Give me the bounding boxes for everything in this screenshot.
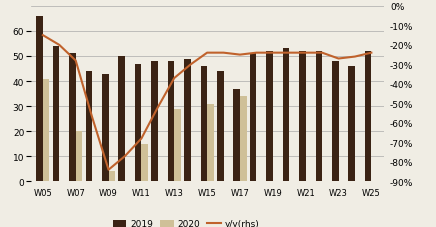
Bar bbox=[266, 52, 273, 182]
Bar bbox=[217, 72, 224, 182]
y/y(rhs) bbox=[303, 52, 308, 55]
y/y(rhs) bbox=[89, 116, 95, 119]
y/y(rhs) bbox=[57, 44, 62, 47]
Bar bbox=[69, 54, 76, 182]
Bar bbox=[174, 109, 181, 182]
Bar bbox=[365, 52, 371, 182]
Bar bbox=[119, 57, 125, 182]
Bar bbox=[207, 104, 214, 182]
y/y(rhs) bbox=[40, 35, 45, 37]
Bar bbox=[283, 49, 289, 182]
y/y(rhs) bbox=[352, 56, 358, 59]
y/y(rhs) bbox=[139, 138, 144, 140]
Bar bbox=[233, 89, 240, 182]
y/y(rhs) bbox=[369, 52, 374, 55]
y/y(rhs) bbox=[336, 58, 341, 61]
Bar bbox=[141, 144, 148, 182]
y/y(rhs) bbox=[237, 54, 242, 57]
Bar bbox=[348, 67, 355, 182]
Legend: 2019, 2020, y/y(rhs): 2019, 2020, y/y(rhs) bbox=[109, 216, 262, 227]
y/y(rhs) bbox=[123, 155, 128, 158]
Bar bbox=[240, 97, 246, 182]
Bar bbox=[168, 62, 174, 182]
Bar bbox=[299, 52, 306, 182]
Bar bbox=[151, 62, 158, 182]
y/y(rhs) bbox=[286, 52, 292, 55]
y/y(rhs) bbox=[188, 64, 193, 67]
Bar bbox=[53, 47, 59, 182]
Bar bbox=[43, 79, 49, 182]
Bar bbox=[332, 62, 338, 182]
y/y(rhs) bbox=[254, 52, 259, 55]
Bar bbox=[102, 74, 109, 182]
Bar bbox=[36, 17, 43, 182]
y/y(rhs) bbox=[155, 106, 160, 109]
y/y(rhs) bbox=[221, 52, 226, 55]
y/y(rhs) bbox=[106, 169, 111, 171]
Bar bbox=[76, 132, 82, 182]
Bar bbox=[135, 64, 141, 182]
Line: y/y(rhs): y/y(rhs) bbox=[43, 36, 371, 170]
y/y(rhs) bbox=[320, 52, 325, 55]
y/y(rhs) bbox=[172, 77, 177, 80]
Bar bbox=[109, 172, 115, 182]
Bar bbox=[250, 54, 256, 182]
Bar bbox=[184, 59, 191, 182]
y/y(rhs) bbox=[270, 52, 276, 55]
y/y(rhs) bbox=[73, 60, 78, 63]
Bar bbox=[201, 67, 207, 182]
Bar bbox=[85, 72, 92, 182]
Bar bbox=[316, 52, 322, 182]
y/y(rhs) bbox=[204, 52, 210, 55]
